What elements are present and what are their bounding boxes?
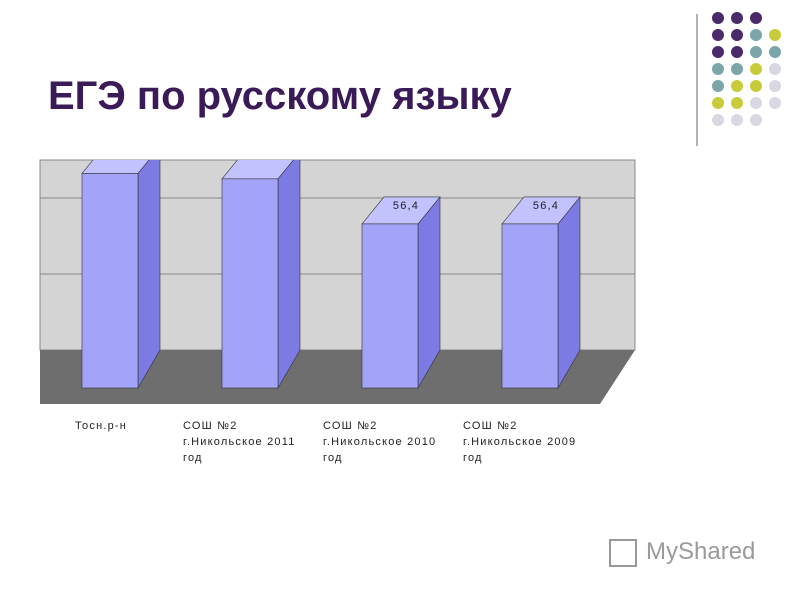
x-tick-label: Тосн.р-н: [75, 420, 128, 432]
value-label: 56,4: [393, 200, 419, 212]
bar-front: [501, 223, 559, 389]
decor-dot: [750, 12, 762, 24]
decor-dot: [769, 46, 781, 58]
value-label: 56,4: [533, 200, 559, 212]
bar: [81, 160, 161, 390]
decor-dot: [731, 97, 743, 109]
decor-dot: [750, 97, 762, 109]
decor-dot: [769, 63, 781, 75]
decor-dot: [712, 46, 724, 58]
decor-dot: [731, 12, 743, 24]
decor-dot: [731, 46, 743, 58]
decor-dot: [712, 97, 724, 109]
x-tick-label: СОШ №2 г.Никольское 2010 год: [323, 420, 437, 464]
decor-dot: [712, 63, 724, 75]
watermark: MyShared: [646, 538, 756, 565]
decor-dot: [750, 114, 762, 126]
bar: [361, 196, 441, 390]
decor-dot: [750, 63, 762, 75]
x-tick-label: СОШ №2 г.Никольское 2009 год: [463, 420, 577, 464]
bar-front: [361, 223, 419, 389]
bar: [501, 196, 581, 390]
decor-dot: [731, 29, 743, 41]
bar-side: [277, 160, 301, 390]
decor-dot: [712, 29, 724, 41]
decor-dot: [712, 12, 724, 24]
slide-title: ЕГЭ по русскому языку: [48, 74, 512, 118]
decor-dot: [731, 80, 743, 92]
decor-dot: [750, 29, 762, 41]
floor: [40, 350, 635, 404]
decor-dot: [750, 46, 762, 58]
decor-dot: [769, 80, 781, 92]
decor-dot: [731, 63, 743, 75]
decor-dots: [712, 12, 781, 126]
decor-dot: [769, 97, 781, 109]
bar-front: [81, 173, 139, 389]
logo-icon: [609, 539, 637, 567]
decor-dot: [731, 114, 743, 126]
decor-dot: [712, 114, 724, 126]
decor-dot: [712, 80, 724, 92]
x-tick-label: СОШ №2 г.Никольское 2011 год: [183, 420, 296, 464]
decor-dot: [769, 29, 781, 41]
bar: [221, 160, 301, 390]
bar-side: [137, 160, 161, 390]
bar-front: [221, 178, 279, 389]
decor-dot: [750, 80, 762, 92]
